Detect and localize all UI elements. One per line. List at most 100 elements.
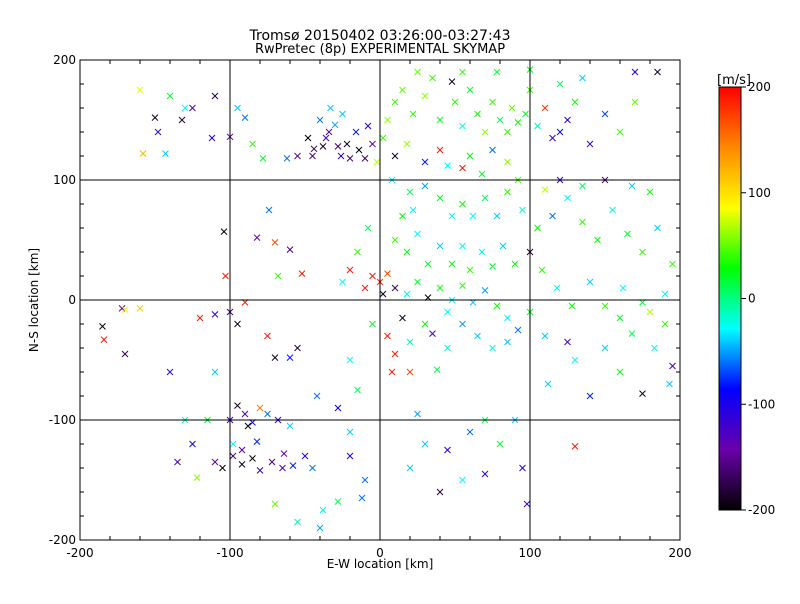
data-point — [391, 236, 399, 244]
data-point — [222, 272, 229, 280]
data-point — [628, 330, 636, 337]
data-point — [481, 128, 489, 136]
data-point — [489, 344, 496, 352]
x-axis-label: E-W location [km] — [327, 557, 434, 571]
data-point — [504, 158, 511, 166]
data-point — [414, 230, 421, 238]
data-point — [283, 155, 291, 162]
data-point — [544, 380, 552, 388]
data-point — [361, 155, 369, 162]
data-point — [211, 92, 219, 100]
data-point — [436, 194, 444, 202]
data-point — [616, 368, 624, 376]
data-point — [249, 455, 256, 462]
data-point — [523, 500, 531, 508]
data-point — [121, 306, 129, 313]
data-point — [496, 116, 504, 124]
data-point — [346, 356, 354, 364]
data-point — [399, 86, 406, 94]
data-point — [568, 302, 576, 310]
data-point — [444, 308, 451, 316]
data-point — [294, 344, 301, 352]
data-point — [319, 506, 327, 514]
data-point — [564, 116, 571, 124]
data-point — [280, 450, 288, 457]
data-point — [631, 98, 639, 106]
data-point — [489, 146, 496, 154]
data-point — [406, 188, 414, 196]
data-point — [616, 128, 624, 136]
data-point — [334, 143, 342, 150]
data-point — [489, 263, 496, 270]
colorbar-tick-label: 0 — [748, 292, 756, 306]
data-point — [669, 260, 676, 268]
data-point — [651, 344, 658, 352]
data-point — [628, 182, 636, 190]
data-point — [384, 332, 391, 340]
data-point — [508, 104, 516, 112]
data-point — [436, 488, 444, 496]
data-point — [444, 446, 451, 454]
data-point — [151, 114, 159, 121]
data-point — [414, 68, 421, 76]
data-point — [346, 266, 354, 274]
data-point — [355, 146, 363, 154]
data-point — [369, 272, 376, 280]
data-point — [646, 188, 654, 196]
y-axis-ticks: -200 -100 0 100 200 — [49, 53, 680, 547]
data-point — [421, 320, 429, 328]
data-point — [379, 134, 387, 142]
data-point — [162, 150, 169, 157]
data-point — [174, 458, 181, 466]
data-point — [369, 320, 376, 328]
data-point — [234, 320, 241, 328]
data-point — [586, 278, 594, 286]
data-point — [189, 440, 196, 448]
data-point — [234, 402, 241, 409]
y-tick-label: -200 — [49, 533, 76, 547]
data-point — [244, 422, 252, 430]
data-point — [466, 86, 474, 94]
data-point — [229, 452, 237, 460]
data-point — [571, 98, 579, 106]
data-point — [286, 354, 294, 361]
data-point — [541, 104, 549, 112]
data-point — [139, 150, 147, 157]
data-point — [346, 428, 354, 436]
data-point — [522, 110, 529, 118]
data-point — [493, 302, 501, 310]
y-axis-label: N-S location [km] — [27, 248, 41, 352]
data-point — [391, 152, 399, 160]
data-point — [289, 462, 297, 469]
data-point — [639, 248, 646, 256]
data-point — [514, 326, 522, 334]
data-point — [304, 134, 312, 142]
data-point — [564, 194, 571, 202]
data-point — [399, 212, 406, 220]
x-tick-label: 200 — [669, 546, 692, 560]
data-point — [354, 248, 361, 256]
data-point — [343, 140, 351, 148]
data-point — [534, 224, 541, 232]
data-point — [496, 440, 504, 448]
data-point — [264, 332, 271, 340]
data-point — [166, 92, 174, 100]
scatter-points — [99, 66, 676, 532]
data-point — [403, 140, 411, 148]
data-point — [178, 116, 186, 124]
data-point — [154, 128, 162, 136]
data-point — [519, 206, 526, 214]
data-point — [594, 236, 601, 244]
data-point — [448, 212, 456, 220]
data-point — [196, 314, 204, 322]
data-point — [654, 224, 661, 232]
data-point — [286, 246, 294, 253]
data-point — [459, 122, 466, 130]
data-point — [409, 110, 417, 118]
data-point — [259, 155, 267, 162]
data-point — [579, 74, 586, 82]
data-point — [466, 428, 474, 436]
data-point — [436, 146, 444, 154]
data-point — [361, 476, 369, 484]
